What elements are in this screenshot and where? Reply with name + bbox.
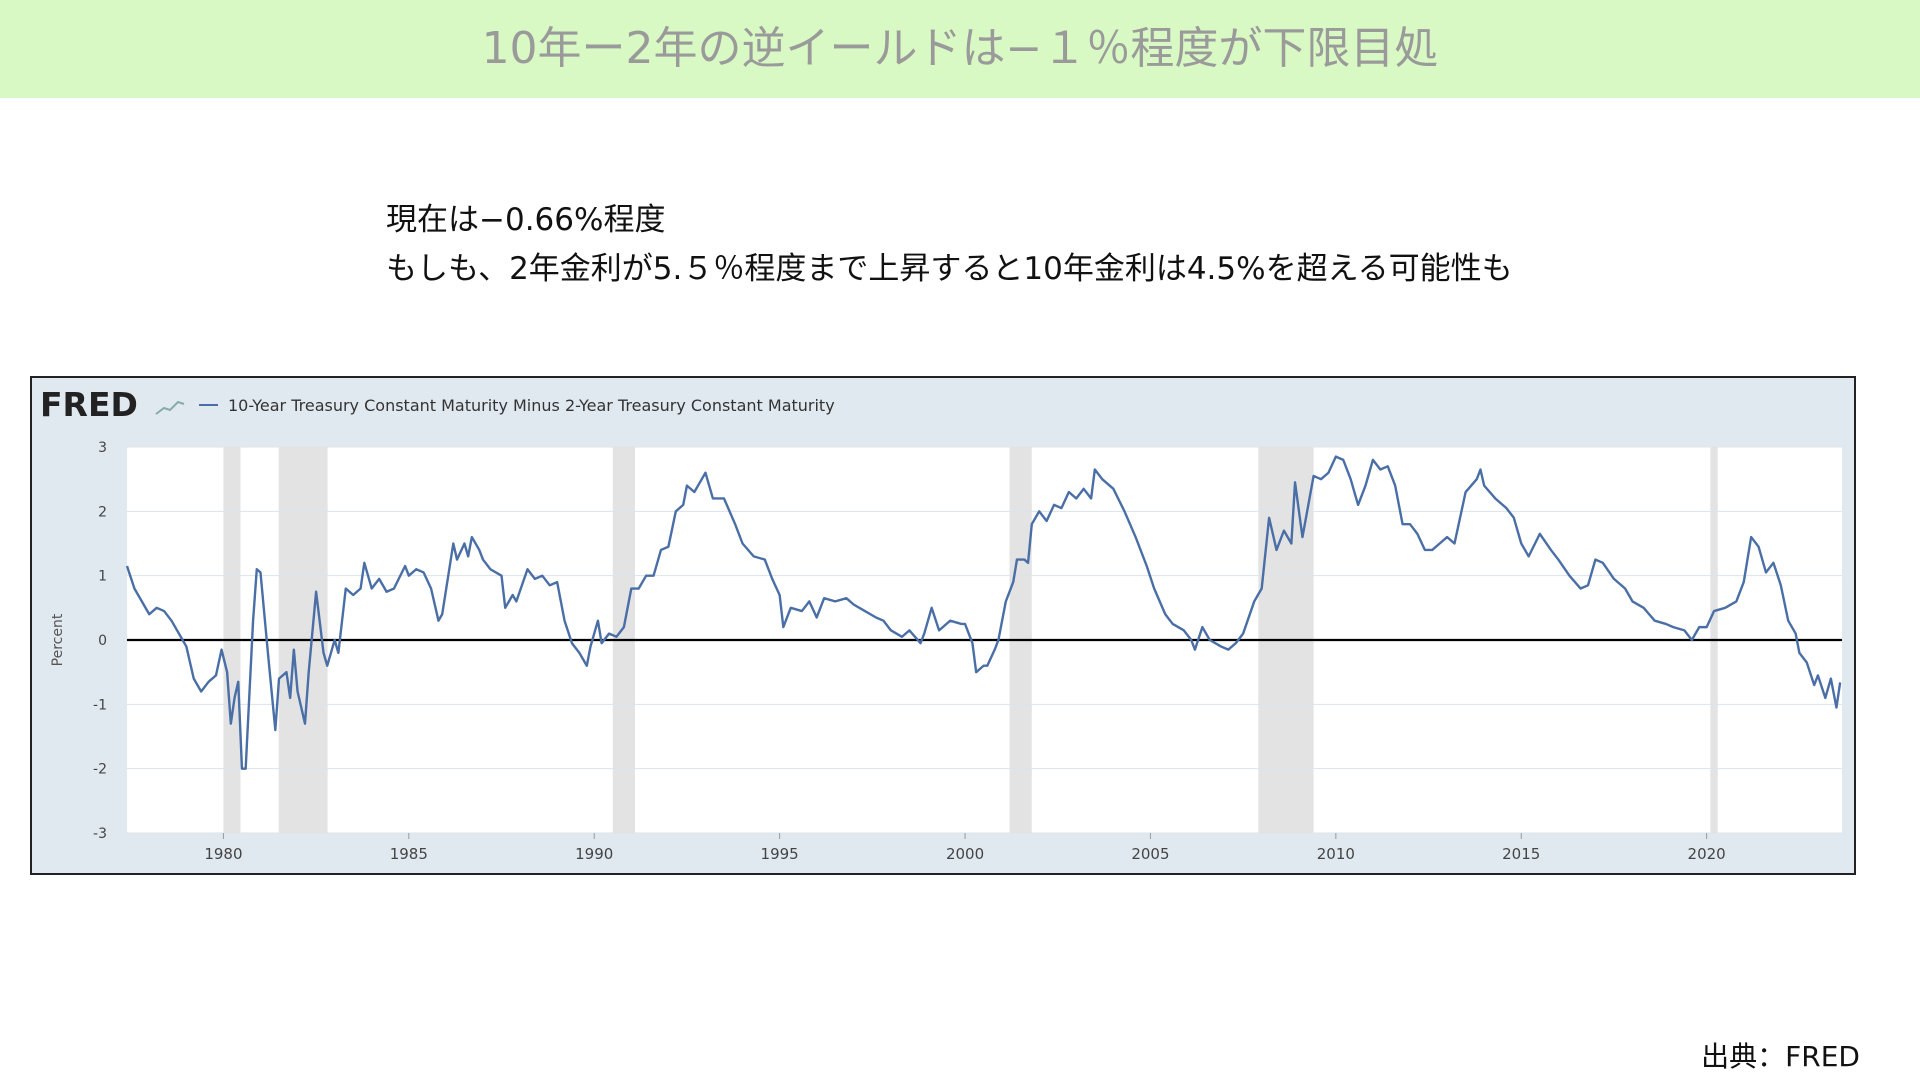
y-tick-label: -1 bbox=[93, 697, 107, 713]
x-tick-label: 2005 bbox=[1131, 845, 1169, 863]
title-band bbox=[0, 0, 1920, 98]
data-line bbox=[125, 455, 1842, 770]
y-tick-label: -2 bbox=[93, 762, 107, 778]
y-tick-label: 0 bbox=[98, 633, 107, 649]
y-tick-label: 1 bbox=[98, 569, 107, 585]
x-tick-label: 2000 bbox=[946, 845, 984, 863]
logo: FRED bbox=[40, 385, 138, 424]
slide-title: 10年ー2年の逆イールドは−１％程度が下限目処 bbox=[481, 23, 1439, 74]
x-tick-label: 1995 bbox=[761, 845, 799, 863]
x-tick-label: 2010 bbox=[1317, 845, 1355, 863]
note-line: 現在は−0.66%程度 bbox=[386, 202, 666, 238]
x-tick-label: 2020 bbox=[1688, 845, 1726, 863]
y-tick-label: -3 bbox=[93, 826, 107, 842]
note-line: もしも、2年金利が5.５％程度まで上昇すると10年金利は4.5%を超える可能性も bbox=[386, 251, 1513, 287]
x-tick-label: 1985 bbox=[390, 845, 428, 863]
x-tick-label: 1990 bbox=[575, 845, 613, 863]
y-tick-label: 2 bbox=[98, 504, 107, 520]
logo-icon bbox=[155, 400, 185, 415]
legend-label: 10-Year Treasury Constant Maturity Minus… bbox=[228, 396, 835, 415]
x-tick-label: 2015 bbox=[1502, 845, 1540, 863]
y-axis-label: Percent bbox=[50, 613, 66, 666]
y-tick-label: 3 bbox=[98, 440, 107, 456]
x-tick-label: 1980 bbox=[204, 845, 242, 863]
source: 出典：FRED bbox=[1701, 1040, 1860, 1073]
